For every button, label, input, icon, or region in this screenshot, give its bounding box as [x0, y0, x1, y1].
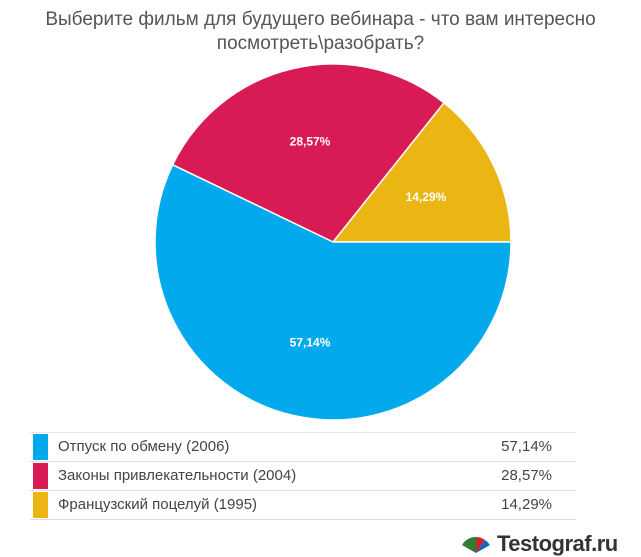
chart-title: Выберите фильм для будущего вебинара - ч…: [0, 8, 641, 56]
legend-swatch: [33, 463, 48, 489]
chart-title-line-1: Выберите фильм для будущего вебинара - ч…: [45, 9, 596, 30]
chart-title-line-2: посмотреть\разобрать?: [216, 33, 425, 54]
legend-label: Французский поцелуй (1995): [58, 496, 258, 513]
pie-slice: [171, 63, 445, 243]
testograf-logo-icon: [462, 536, 490, 553]
legend-value: 28,57%: [501, 467, 552, 484]
pie-slice: [331, 101, 512, 243]
legend-value: 57,14%: [501, 438, 552, 455]
legend-value: 14,29%: [501, 496, 552, 513]
legend-row: Отпуск по обмену (2006) 57,14%: [30, 432, 576, 462]
legend-label: Отпуск по обмену (2006): [58, 438, 230, 455]
legend-row: Законы привлекательности (2004) 28,57%: [30, 462, 576, 491]
slice-label: 28,57%: [290, 134, 331, 148]
legend-swatch: [33, 492, 48, 518]
legend-row: Французский поцелуй (1995) 14,29%: [30, 491, 576, 520]
legend-swatch: [33, 434, 48, 460]
legend-label: Законы привлекательности (2004): [58, 467, 297, 484]
legend: Отпуск по обмену (2006) 57,14% Законы пр…: [30, 432, 576, 520]
pie-slice: [154, 163, 512, 421]
slice-label: 57,14%: [290, 336, 331, 350]
pie-chart: 14,29% 28,57% 57,14%: [154, 63, 512, 421]
slice-label: 14,29%: [406, 190, 447, 204]
brand-name: Testograf.ru: [497, 531, 618, 556]
